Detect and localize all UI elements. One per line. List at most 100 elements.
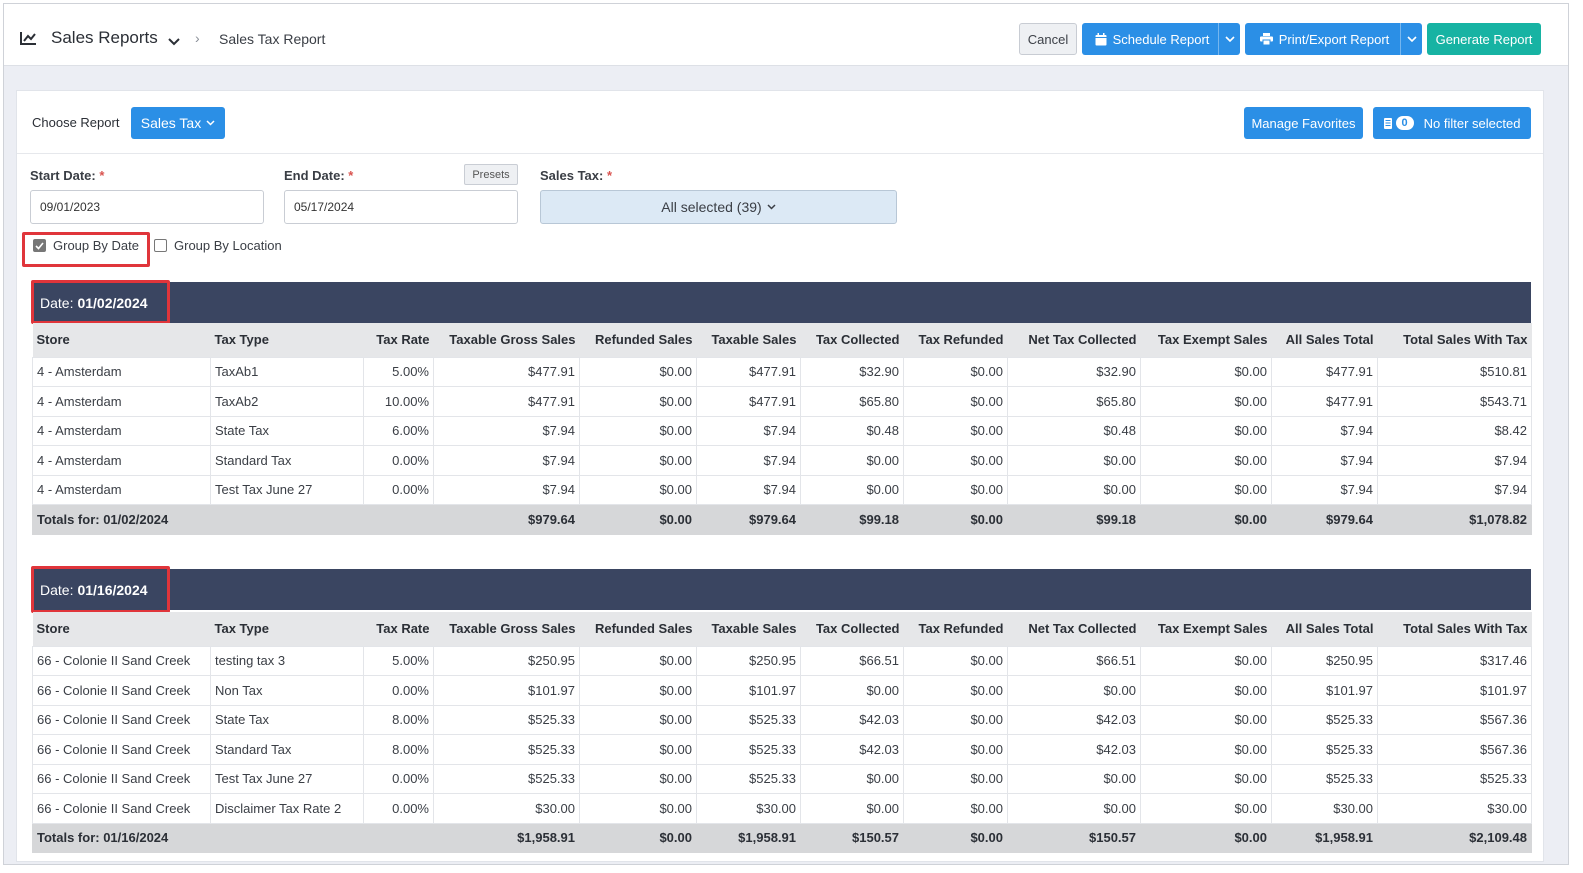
cell-taxable-sales: $477.91 — [696, 386, 801, 417]
highlight-box — [22, 232, 150, 267]
sales-tax-select[interactable]: All selected (39) — [540, 190, 897, 224]
column-header-tax-exempt-sales[interactable]: Tax Exempt Sales — [1140, 323, 1272, 357]
report-card: Choose Report Sales Tax Manage Favorites… — [16, 90, 1544, 862]
cell-tax-exempt-sales: $0.00 — [1140, 734, 1272, 765]
column-header-net-tax-collected[interactable]: Net Tax Collected — [1007, 323, 1141, 357]
column-header-tax-collected[interactable]: Tax Collected — [800, 612, 904, 646]
column-header-tax-collected[interactable]: Tax Collected — [800, 323, 904, 357]
column-header-taxable-sales[interactable]: Taxable Sales — [696, 323, 801, 357]
column-header-taxable-gross-sales[interactable]: Taxable Gross Sales — [433, 612, 580, 646]
print-export-button[interactable]: Print/Export Report — [1245, 23, 1422, 55]
cell-tax-rate: 0.00% — [363, 675, 434, 706]
column-header-tax-type[interactable]: Tax Type — [210, 612, 364, 646]
column-header-tax-exempt-sales[interactable]: Tax Exempt Sales — [1140, 612, 1272, 646]
schedule-dropdown-caret-icon[interactable] — [1218, 23, 1240, 55]
cell-tax-type: State Tax — [210, 415, 364, 446]
total-tax-exempt-sales: $0.00 — [1140, 504, 1272, 535]
cell-taxable-gross-sales: $7.94 — [433, 445, 580, 476]
filter-button[interactable]: 0 No filter selected — [1373, 107, 1531, 139]
sales-tax-label: Sales Tax: * — [540, 168, 613, 183]
cell-tax-type: testing tax 3 — [210, 645, 364, 676]
cell-taxable-gross-sales: $525.33 — [433, 734, 580, 765]
report-select-button[interactable]: Sales Tax — [131, 107, 225, 139]
cell-store: 4 - Amsterdam — [32, 386, 211, 417]
top-header: Sales Reports › Sales Tax Report Cancel … — [4, 4, 1568, 66]
cell-store: 4 - Amsterdam — [32, 415, 211, 446]
manage-favorites-button[interactable]: Manage Favorites — [1244, 107, 1363, 139]
cell-tax-refunded: $0.00 — [903, 734, 1008, 765]
cancel-label: Cancel — [1027, 31, 1069, 47]
column-header-taxable-sales[interactable]: Taxable Sales — [696, 612, 801, 646]
column-header-all-sales-total[interactable]: All Sales Total — [1271, 323, 1378, 357]
group-by-location-checkbox[interactable]: Group By Location — [154, 238, 282, 253]
date-group-header: Date: 01/16/2024 — [32, 569, 1531, 610]
cell-total-sales-with-tax: $567.36 — [1377, 704, 1532, 735]
column-header-tax-rate[interactable]: Tax Rate — [363, 612, 434, 646]
column-header-net-tax-collected[interactable]: Net Tax Collected — [1007, 612, 1141, 646]
cell-total-sales-with-tax: $525.33 — [1377, 763, 1532, 794]
date-group-label: Date: — [40, 294, 74, 311]
cell-tax-refunded: $0.00 — [903, 386, 1008, 417]
filter-label: No filter selected — [1423, 115, 1521, 131]
column-header-refunded-sales[interactable]: Refunded Sales — [579, 612, 697, 646]
group-by-date-checkbox[interactable]: Group By Date — [33, 238, 139, 253]
total-net-tax-collected: $99.18 — [1007, 504, 1141, 535]
checkbox-icon[interactable] — [154, 239, 167, 252]
schedule-report-button[interactable]: Schedule Report — [1082, 23, 1240, 55]
cell-tax-collected: $0.00 — [800, 445, 904, 476]
cell-tax-rate: 0.00% — [363, 763, 434, 794]
presets-button[interactable]: Presets — [464, 164, 518, 185]
cell-net-tax-collected: $65.80 — [1007, 386, 1141, 417]
end-date-input[interactable]: 05/17/2024 — [284, 190, 518, 224]
cell-all-sales-total: $250.95 — [1271, 645, 1378, 676]
export-dropdown-caret-icon[interactable] — [1400, 23, 1422, 55]
cell-refunded-sales: $0.00 — [579, 386, 697, 417]
column-header-tax-refunded[interactable]: Tax Refunded — [903, 612, 1008, 646]
total-total-sales-with-tax: $1,078.82 — [1377, 504, 1532, 535]
cell-tax-collected: $0.00 — [800, 474, 904, 505]
generate-report-button[interactable]: Generate Report — [1427, 23, 1541, 55]
cell-tax-exempt-sales: $0.00 — [1140, 763, 1272, 794]
cell-all-sales-total: $525.33 — [1271, 763, 1378, 794]
cell-store: 4 - Amsterdam — [32, 445, 211, 476]
cell-tax-rate: 0.00% — [363, 474, 434, 505]
cell-store: 66 - Colonie II Sand Creek — [32, 675, 211, 706]
cell-all-sales-total: $30.00 — [1271, 793, 1378, 824]
table-header-row: Store Tax Type Tax Rate Taxable Gross Sales… — [32, 612, 1532, 646]
cell-taxable-gross-sales: $101.97 — [433, 675, 580, 706]
cell-taxable-sales: $250.95 — [696, 645, 801, 676]
column-header-tax-type[interactable]: Tax Type — [210, 323, 364, 357]
column-header-total-sales-with-tax[interactable]: Total Sales With Tax — [1377, 612, 1532, 646]
column-header-tax-rate[interactable]: Tax Rate — [363, 323, 434, 357]
totals-row: Totals for: 01/16/2024 $1,958.91 $0.00 $1,9… — [32, 822, 1532, 853]
cell-tax-type: TaxAb1 — [210, 356, 364, 387]
column-header-total-sales-with-tax[interactable]: Total Sales With Tax — [1377, 323, 1532, 357]
cell-refunded-sales: $0.00 — [579, 734, 697, 765]
cell-refunded-sales: $0.00 — [579, 445, 697, 476]
cancel-button[interactable]: Cancel — [1019, 23, 1077, 55]
cell-taxable-gross-sales: $525.33 — [433, 704, 580, 735]
total-all-sales-total: $1,958.91 — [1271, 822, 1378, 853]
cell-taxable-gross-sales: $477.91 — [433, 356, 580, 387]
cell-tax-exempt-sales: $0.00 — [1140, 356, 1272, 387]
cell-tax-exempt-sales: $0.00 — [1140, 386, 1272, 417]
cell-tax-collected: $65.80 — [800, 386, 904, 417]
filter-count-badge: 0 — [1395, 116, 1414, 130]
chevron-down-icon[interactable] — [168, 34, 180, 49]
column-header-refunded-sales[interactable]: Refunded Sales — [579, 323, 697, 357]
sales-tax-select-value: All selected (39) — [661, 199, 762, 215]
cell-tax-refunded: $0.00 — [903, 645, 1008, 676]
page-title[interactable]: Sales Reports — [51, 28, 158, 47]
start-date-label: Start Date: * — [30, 168, 105, 183]
start-date-input[interactable]: 09/01/2023 — [30, 190, 264, 224]
column-header-taxable-gross-sales[interactable]: Taxable Gross Sales — [433, 323, 580, 357]
cell-store: 4 - Amsterdam — [32, 356, 211, 387]
column-header-store[interactable]: Store — [32, 612, 211, 646]
column-header-store[interactable]: Store — [32, 323, 211, 357]
cell-taxable-sales: $7.94 — [696, 415, 801, 446]
column-header-tax-refunded[interactable]: Tax Refunded — [903, 323, 1008, 357]
cell-total-sales-with-tax: $7.94 — [1377, 474, 1532, 505]
cell-taxable-sales: $525.33 — [696, 763, 801, 794]
checkmark-icon[interactable] — [33, 239, 46, 252]
column-header-all-sales-total[interactable]: All Sales Total — [1271, 612, 1378, 646]
